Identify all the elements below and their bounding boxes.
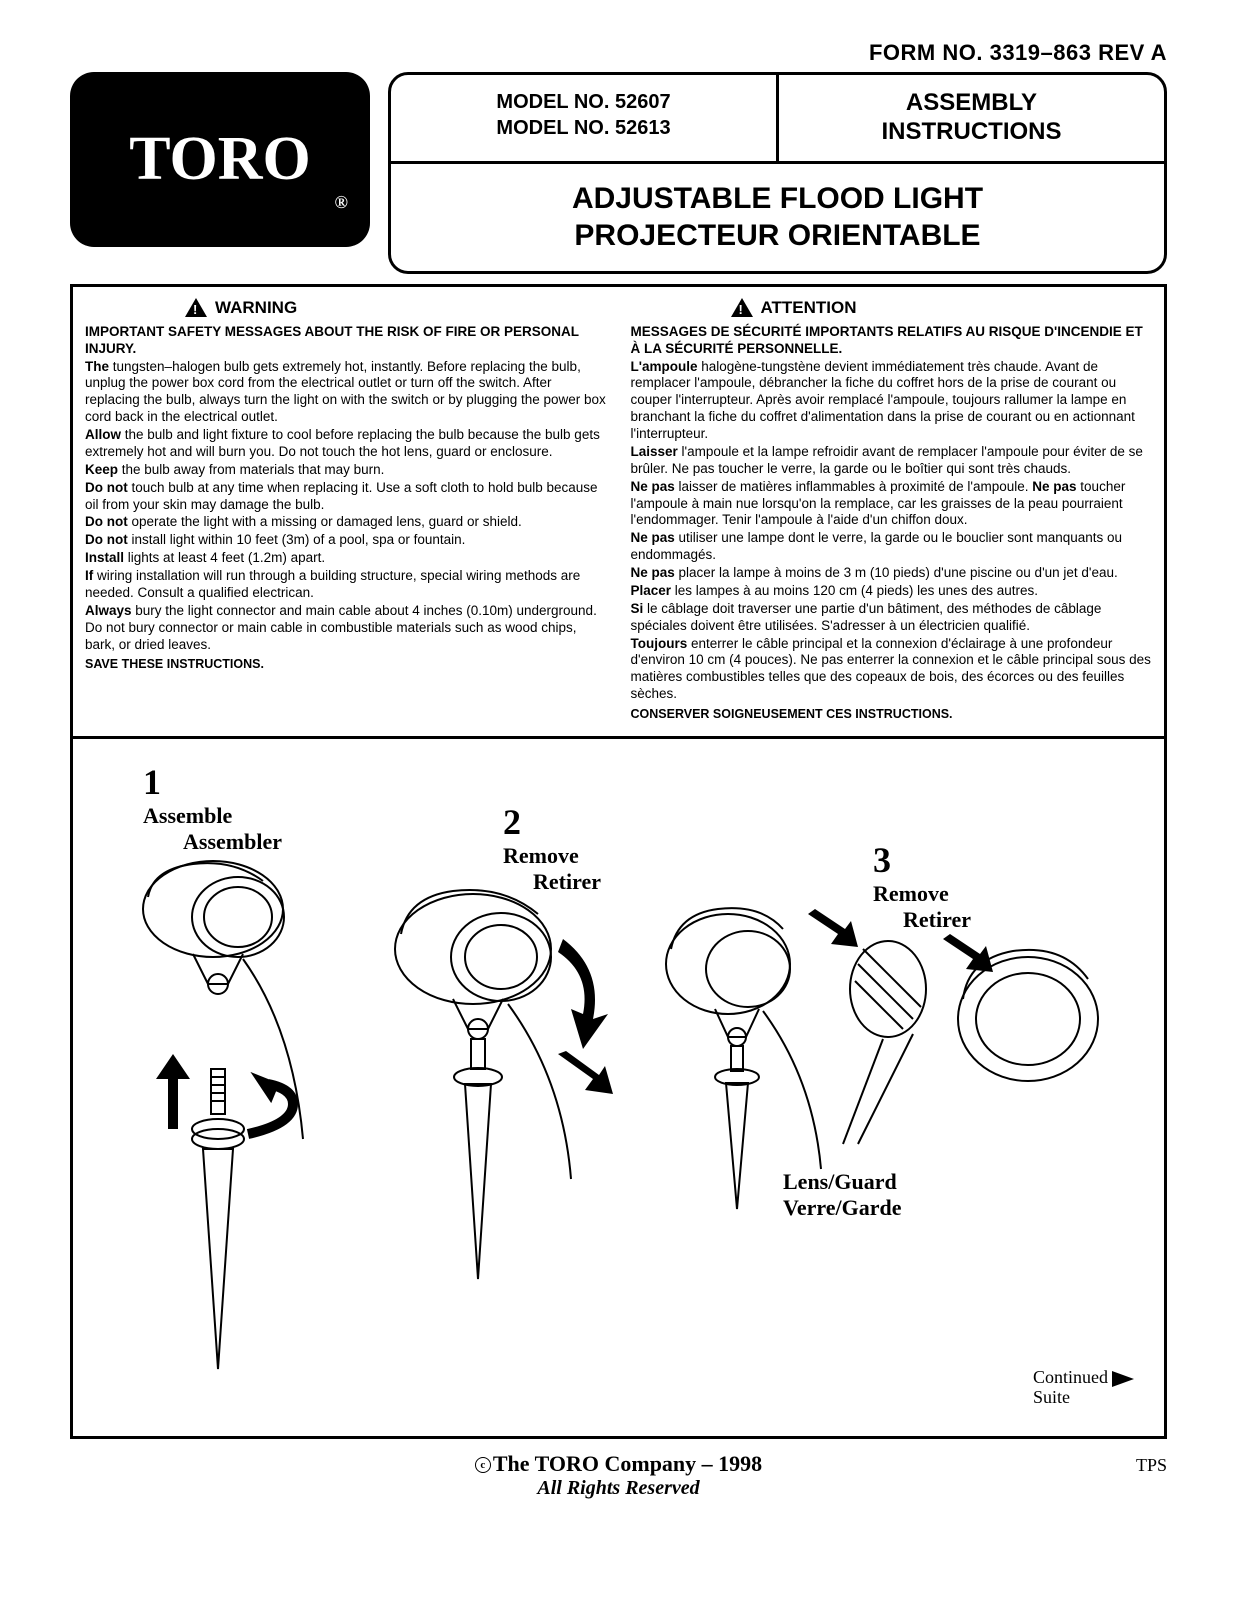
step-1-label-en: Assemble <box>143 803 282 829</box>
warning-p4-fr: Ne pas utiliser une lampe dont le verre,… <box>631 530 1153 564</box>
warning-intro-en: IMPORTANT SAFETY MESSAGES ABOUT THE RISK… <box>85 324 607 358</box>
copyright-icon: c <box>475 1457 491 1473</box>
warning-p5-en: Do not operate the light with a missing … <box>85 514 607 531</box>
warning-p7-en: Install lights at least 4 feet (1.2m) ap… <box>85 550 607 567</box>
logo-text: TORO <box>129 124 310 195</box>
lens-label-en: Lens/Guard <box>783 1169 902 1195</box>
warning-p8-fr: Toujours enterrer le câble principal et … <box>631 636 1153 704</box>
warning-p3-fr: Ne pas laisser de matières inflammables … <box>631 479 1153 530</box>
warning-heading-fr: ATTENTION <box>731 297 1153 318</box>
warning-p2-en: Allow the bulb and light fixture to cool… <box>85 427 607 461</box>
product-line-2: PROJECTEUR ORIENTABLE <box>401 217 1154 255</box>
product-title: ADJUSTABLE FLOOD LIGHT PROJECTEUR ORIENT… <box>391 164 1164 271</box>
product-line-1: ADJUSTABLE FLOOD LIGHT <box>401 180 1154 218</box>
warning-p6-fr: Placer les lampes à au moins 120 cm (4 p… <box>631 583 1153 600</box>
step-2-number: 2 <box>503 801 601 843</box>
warning-p6-en: Do not install light within 10 feet (3m)… <box>85 532 607 549</box>
lens-guard-label: Lens/Guard Verre/Garde <box>783 1169 902 1222</box>
model-line-1: MODEL NO. 52607 <box>401 89 766 115</box>
warning-title-en: WARNING <box>215 297 297 318</box>
warning-french: ATTENTION MESSAGES DE SÉCURITÉ IMPORTANT… <box>619 287 1165 736</box>
step-1-number: 1 <box>143 761 282 803</box>
continued-fr: Suite <box>1033 1387 1070 1407</box>
save-instructions-fr: CONSERVER SOIGNEUSEMENT CES INSTRUCTIONS… <box>631 707 1153 723</box>
model-numbers: MODEL NO. 52607 MODEL NO. 52613 <box>391 75 779 161</box>
diagram-1-svg <box>93 849 353 1409</box>
warning-p9-en: Always bury the light connector and main… <box>85 603 607 654</box>
assembly-line-1: ASSEMBLY <box>789 89 1154 118</box>
warning-p2-fr: Laisser l'ampoule et la lampe refroidir … <box>631 444 1153 478</box>
assembly-line-2: INSTRUCTIONS <box>789 118 1154 147</box>
toro-logo: TORO ® <box>70 72 370 247</box>
warning-english: WARNING IMPORTANT SAFETY MESSAGES ABOUT … <box>73 287 619 736</box>
form-number: FORM NO. 3319–863 REV A <box>70 40 1167 66</box>
diagram-2-svg <box>353 879 633 1299</box>
model-line-2: MODEL NO. 52613 <box>401 115 766 141</box>
continued-label: Continued Suite <box>1033 1368 1134 1408</box>
warning-p3-en: Keep the bulb away from materials that m… <box>85 462 607 479</box>
title-box: MODEL NO. 52607 MODEL NO. 52613 ASSEMBLY… <box>388 72 1167 274</box>
continued-en: Continued <box>1033 1367 1108 1387</box>
warning-triangle-icon <box>185 298 207 317</box>
warning-p8-en: If wiring installation will run through … <box>85 568 607 602</box>
title-top-row: MODEL NO. 52607 MODEL NO. 52613 ASSEMBLY… <box>391 75 1164 164</box>
attention-triangle-icon <box>731 298 753 317</box>
warning-p1-fr: L'ampoule halogène-tungstène devient imm… <box>631 359 1153 443</box>
lens-label-fr: Verre/Garde <box>783 1195 902 1221</box>
warning-intro-fr: MESSAGES DE SÉCURITÉ IMPORTANTS RELATIFS… <box>631 324 1153 358</box>
step-1: 1 Assemble Assembler <box>143 761 282 856</box>
continued-arrow-icon <box>1112 1371 1134 1387</box>
footer-tps: TPS <box>1136 1455 1167 1476</box>
warning-heading-en: WARNING <box>185 297 607 318</box>
footer: cThe TORO Company – 1998 All Rights Rese… <box>70 1451 1167 1500</box>
header-row: TORO ® MODEL NO. 52607 MODEL NO. 52613 A… <box>70 72 1167 274</box>
warning-frame: WARNING IMPORTANT SAFETY MESSAGES ABOUT … <box>70 284 1167 739</box>
diagram-frame: 1 Assemble Assembler 2 Remove Retirer 3 … <box>70 739 1167 1439</box>
warning-title-fr: ATTENTION <box>761 297 857 318</box>
warning-p7-fr: Si le câblage doit traverser une partie … <box>631 601 1153 635</box>
warning-p5-fr: Ne pas placer la lampe à moins de 3 m (1… <box>631 565 1153 582</box>
warning-p4-en: Do not touch bulb at any time when repla… <box>85 480 607 514</box>
step-2-label-en: Remove <box>503 843 601 869</box>
footer-company: cThe TORO Company – 1998 <box>70 1451 1167 1477</box>
footer-rights: All Rights Reserved <box>70 1477 1167 1500</box>
assembly-instructions-label: ASSEMBLY INSTRUCTIONS <box>779 75 1164 161</box>
logo-trademark: ® <box>335 192 348 213</box>
warning-p1-en: The tungsten–halogen bulb gets extremely… <box>85 359 607 427</box>
save-instructions-en: SAVE THESE INSTRUCTIONS. <box>85 657 607 673</box>
